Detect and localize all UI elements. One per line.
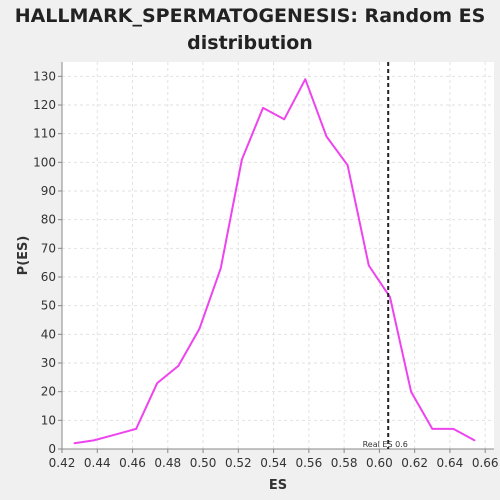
- y-tick-label: 30: [41, 356, 56, 370]
- data-point: [241, 158, 243, 161]
- y-tick-label: 110: [33, 127, 56, 141]
- data-point: [410, 390, 412, 393]
- data-point: [431, 428, 434, 430]
- x-tick-label: 0.52: [225, 456, 252, 470]
- data-point: [177, 365, 180, 367]
- plot-area: [62, 62, 494, 449]
- data-point: [452, 428, 455, 430]
- y-tick-label: 80: [41, 213, 56, 227]
- y-tick-label: 40: [41, 327, 56, 341]
- x-tick-label: 0.42: [49, 456, 76, 470]
- x-tick-label: 0.58: [331, 456, 358, 470]
- x-tick-label: 0.50: [190, 456, 217, 470]
- x-tick-label: 0.48: [154, 456, 181, 470]
- data-point: [368, 264, 370, 267]
- x-tick-label: 0.56: [295, 456, 322, 470]
- y-tick-label: 10: [41, 413, 56, 427]
- x-tick-label: 0.62: [401, 456, 428, 470]
- data-point: [198, 327, 201, 330]
- data-point: [304, 78, 307, 80]
- y-tick-label: 60: [41, 270, 56, 284]
- x-tick-label: 0.66: [472, 456, 499, 470]
- data-point: [262, 107, 264, 109]
- data-point: [389, 296, 391, 298]
- x-tick-label: 0.54: [260, 456, 287, 470]
- data-point: [156, 382, 159, 384]
- y-tick-label: 50: [41, 299, 56, 313]
- y-axis-label: P(ES): [16, 236, 31, 276]
- chart-title-line-1: HALLMARK_SPERMATOGENESIS: Random ES: [14, 5, 486, 27]
- data-point: [283, 118, 285, 121]
- x-axis-label: ES: [269, 478, 287, 493]
- chart-title-line-2: distribution: [187, 32, 313, 54]
- data-point: [92, 439, 95, 442]
- x-tick-label: 0.60: [366, 456, 393, 470]
- data-point: [346, 164, 349, 166]
- data-point: [135, 428, 137, 430]
- data-point: [473, 439, 476, 442]
- y-tick-label: 120: [33, 98, 56, 112]
- data-point: [73, 442, 76, 445]
- y-tick-label: 70: [41, 241, 56, 255]
- y-tick-label: 130: [33, 69, 56, 83]
- x-tick-label: 0.44: [84, 456, 111, 470]
- x-tick-label: 0.46: [119, 456, 146, 470]
- data-point: [219, 267, 222, 270]
- data-point: [114, 433, 116, 436]
- x-tick-label: 0.64: [437, 456, 464, 470]
- data-point: [325, 135, 328, 138]
- y-tick-label: 20: [41, 385, 56, 399]
- real-es-label: Real ES 0.6: [363, 440, 408, 449]
- distribution-line: [74, 78, 476, 445]
- y-tick-label: 90: [41, 184, 56, 198]
- y-tick-label: 100: [33, 155, 56, 169]
- y-tick-label: 0: [48, 442, 56, 456]
